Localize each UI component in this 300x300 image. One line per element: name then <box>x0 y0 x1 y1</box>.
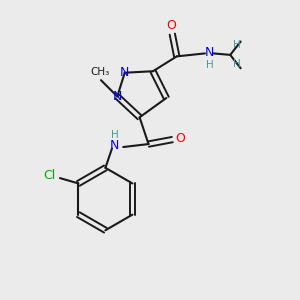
Text: N: N <box>112 90 122 103</box>
Text: CH₃: CH₃ <box>90 67 110 77</box>
Text: O: O <box>176 132 186 145</box>
Text: N: N <box>120 66 129 79</box>
Text: H: H <box>206 60 213 70</box>
Text: N: N <box>110 139 120 152</box>
Text: H: H <box>233 40 241 50</box>
Text: N: N <box>205 46 214 59</box>
Text: O: O <box>166 19 176 32</box>
Text: H: H <box>111 130 119 140</box>
Text: H: H <box>233 59 241 69</box>
Text: Cl: Cl <box>44 169 56 182</box>
